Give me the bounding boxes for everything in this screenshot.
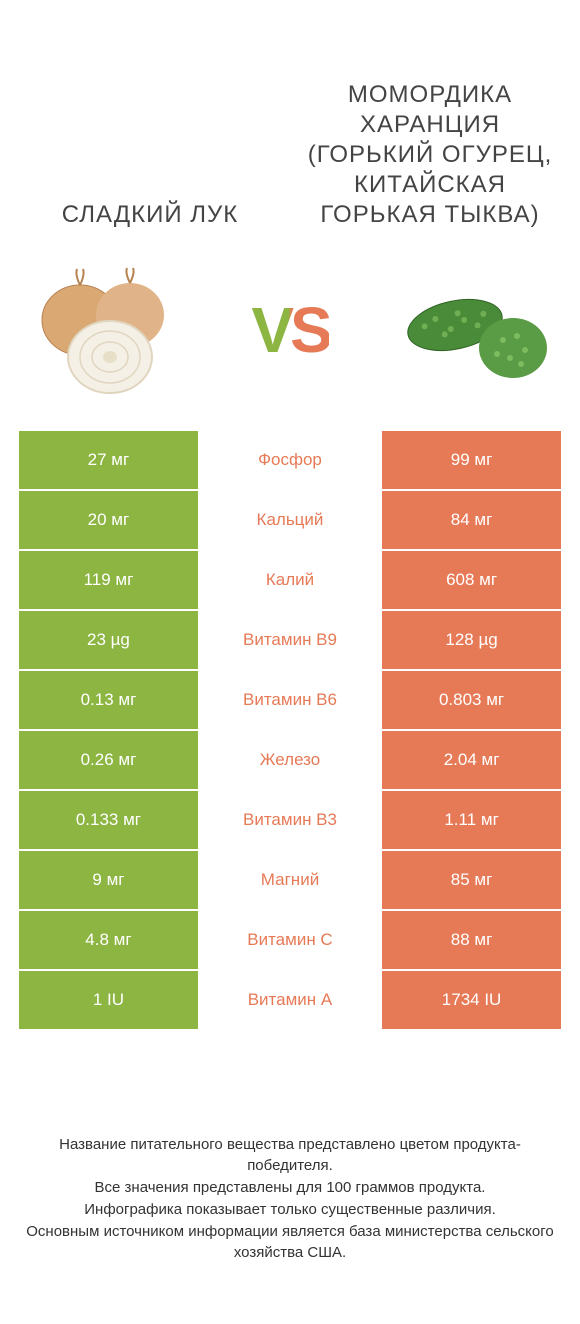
table-row: 23 µgВитамин B9128 µg	[19, 611, 561, 671]
right-value: 84 мг	[382, 491, 561, 549]
right-value: 2.04 мг	[382, 731, 561, 789]
titles-row: СЛАДКИЙ ЛУК МОМОРДИКА ХАРАНЦИЯ (ГОРЬКИЙ …	[0, 0, 580, 240]
right-value: 608 мг	[382, 551, 561, 609]
nutrient-label: Витамин C	[198, 911, 382, 969]
right-product-title: МОМОРДИКА ХАРАНЦИЯ (ГОРЬКИЙ ОГУРЕЦ, КИТА…	[304, 80, 556, 230]
left-product-title: СЛАДКИЙ ЛУК	[24, 200, 276, 230]
bitter-melon-icon	[395, 270, 555, 390]
nutrient-label: Кальций	[198, 491, 382, 549]
right-value: 0.803 мг	[382, 671, 561, 729]
images-row: VS	[0, 240, 580, 430]
left-product-image	[25, 260, 185, 400]
left-value: 23 µg	[19, 611, 198, 669]
table-row: 9 мгМагний85 мг	[19, 851, 561, 911]
nutrient-label: Фосфор	[198, 431, 382, 489]
right-value: 99 мг	[382, 431, 561, 489]
nutrient-label: Витамин B3	[198, 791, 382, 849]
left-value: 0.133 мг	[19, 791, 198, 849]
right-value: 1.11 мг	[382, 791, 561, 849]
left-value: 119 мг	[19, 551, 198, 609]
left-value: 0.13 мг	[19, 671, 198, 729]
right-value: 88 мг	[382, 911, 561, 969]
table-row: 0.26 мгЖелезо2.04 мг	[19, 731, 561, 791]
left-value: 1 IU	[19, 971, 198, 1029]
left-value: 4.8 мг	[19, 911, 198, 969]
footer-line: Все значения представлены для 100 граммо…	[18, 1177, 562, 1199]
footer-line: Инфографика показывает только существенн…	[18, 1199, 562, 1221]
right-value: 85 мг	[382, 851, 561, 909]
table-row: 20 мгКальций84 мг	[19, 491, 561, 551]
nutrient-label: Железо	[198, 731, 382, 789]
right-value: 1734 IU	[382, 971, 561, 1029]
table-row: 0.133 мгВитамин B31.11 мг	[19, 791, 561, 851]
nutrient-label: Витамин A	[198, 971, 382, 1029]
onion-icon	[25, 265, 185, 395]
nutrient-table: 27 мгФосфор99 мг20 мгКальций84 мг119 мгК…	[18, 430, 562, 1030]
nutrient-label: Витамин B6	[198, 671, 382, 729]
table-row: 1 IUВитамин A1734 IU	[19, 971, 561, 1029]
nutrient-label: Калий	[198, 551, 382, 609]
nutrient-label: Витамин B9	[198, 611, 382, 669]
left-value: 20 мг	[19, 491, 198, 549]
right-product-image	[395, 260, 555, 400]
nutrient-label: Магний	[198, 851, 382, 909]
left-value: 27 мг	[19, 431, 198, 489]
footer-notes: Название питательного вещества представл…	[0, 1134, 580, 1265]
footer-line: Основным источником информации является …	[18, 1221, 562, 1265]
left-value: 9 мг	[19, 851, 198, 909]
left-value: 0.26 мг	[19, 731, 198, 789]
table-row: 119 мгКалий608 мг	[19, 551, 561, 611]
right-value: 128 µg	[382, 611, 561, 669]
table-row: 27 мгФосфор99 мг	[19, 431, 561, 491]
footer-line: Название питательного вещества представл…	[18, 1134, 562, 1178]
table-row: 0.13 мгВитамин B60.803 мг	[19, 671, 561, 731]
vs-label: VS	[251, 293, 328, 367]
table-row: 4.8 мгВитамин C88 мг	[19, 911, 561, 971]
